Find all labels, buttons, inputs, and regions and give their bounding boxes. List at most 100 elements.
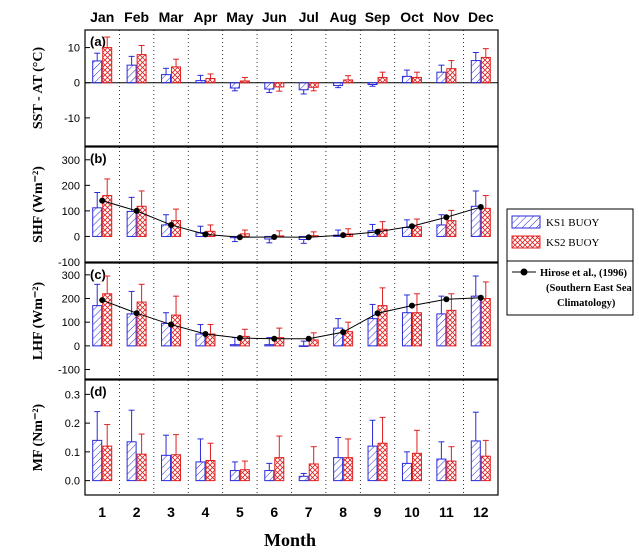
legend-label-hirose: Hirose et al., (1996): [540, 268, 627, 279]
y-tick-label: 0: [74, 78, 80, 90]
bar-ks2: [377, 442, 388, 482]
bar-ks2: [446, 309, 457, 347]
bar-ks2: [446, 220, 457, 237]
panel-frame: [84, 262, 499, 380]
hirose-line: [102, 297, 481, 340]
bar-ks1: [298, 82, 309, 91]
bar-ks2: [274, 82, 285, 88]
x-tick-label: 3: [167, 504, 175, 520]
bar-ks1: [401, 75, 412, 84]
panel-tag: (c): [90, 267, 106, 282]
top-month-label: Jul: [299, 9, 319, 25]
y-tick-label: -100: [58, 365, 80, 377]
panel-b: -100 0 100 200 300 (b) SHF (Wm⁻²): [31, 146, 499, 269]
bar-ks1: [367, 445, 378, 482]
y-tick-label: -10: [64, 113, 80, 125]
bar-ks2: [343, 79, 354, 84]
hirose-point: [236, 234, 243, 241]
top-month-label: May: [226, 9, 253, 25]
y-tick-label: 0: [74, 231, 80, 243]
bar-ks1: [264, 470, 275, 482]
y-tick-label: 100: [62, 206, 80, 218]
panel-tag: (b): [90, 151, 107, 166]
y-axis-label: SST - AT (°C): [31, 47, 46, 130]
bar-ks1: [161, 74, 172, 84]
bar-ks1: [367, 318, 378, 347]
hirose-point: [477, 294, 484, 301]
x-tick-label: 1: [98, 504, 106, 520]
top-month-label: Feb: [124, 9, 149, 25]
y-tick-label: 0.0: [65, 476, 80, 488]
hirose-point: [271, 233, 278, 240]
x-tick-label: 9: [374, 504, 382, 520]
hirose-point: [99, 297, 106, 304]
hirose-point: [305, 234, 312, 241]
hirose-point: [168, 221, 175, 228]
y-tick-label: -100: [58, 257, 80, 269]
bar-ks1: [126, 441, 137, 482]
bar-ks1: [401, 227, 412, 237]
bar-ks1: [195, 461, 206, 482]
bar-ks1: [161, 454, 172, 482]
bar-ks1: [470, 60, 481, 84]
hirose-point: [408, 223, 415, 230]
top-month-labels: Jan Feb Mar Apr May Jun Jul Aug Sep Oct Nov Dec: [90, 9, 494, 25]
bar-ks2: [411, 312, 422, 347]
bar-ks1: [229, 470, 240, 482]
bar-ks1: [229, 82, 240, 89]
bar-ks1: [92, 60, 103, 84]
hirose-point: [340, 329, 347, 336]
bar-ks1: [436, 71, 447, 84]
hirose-point: [443, 296, 450, 303]
hirose-point: [477, 204, 484, 211]
bar-ks1: [470, 440, 481, 482]
x-tick-label: 11: [439, 504, 454, 520]
hirose-point: [133, 207, 140, 214]
bar-ks2: [480, 207, 491, 237]
y-tick-label: 100: [62, 317, 80, 329]
bar-ks2: [480, 455, 491, 482]
hirose-line: [102, 200, 481, 238]
y-tick-label: 300: [62, 155, 80, 167]
bar-ks2: [480, 298, 491, 347]
panel-tag: (d): [90, 384, 107, 399]
bar-ks2: [411, 76, 422, 84]
top-month-label: Apr: [193, 9, 218, 25]
x-tick-label: 12: [473, 504, 489, 520]
y-axis-label: SHF (Wm⁻²): [31, 166, 46, 243]
hirose-point: [271, 335, 278, 342]
legend-label-ks1: KS1 BUOY: [546, 217, 600, 229]
bar-ks2: [239, 469, 250, 482]
y-tick-label: 0.2: [65, 418, 80, 430]
panel-d: 0.0 0.1 0.2 0.3 (d) MF (Nm⁻²): [31, 379, 499, 496]
legend-swatch-ks2: [511, 235, 541, 249]
y-tick-label: 200: [62, 294, 80, 306]
bar-ks2: [205, 460, 216, 482]
panel-frame: [84, 29, 499, 147]
bar-ks1: [92, 305, 103, 347]
x-tick-label: 6: [270, 504, 278, 520]
bar-ks1: [367, 82, 378, 85]
top-month-label: Sep: [365, 9, 391, 25]
hirose-point: [305, 335, 312, 342]
bar-ks1: [195, 80, 206, 84]
y-tick-label: 0.1: [65, 447, 80, 459]
legend: KS1 BUOY KS2 BUOY Hirose et al., (1996) …: [506, 208, 634, 316]
top-month-label: Oct: [400, 9, 424, 25]
legend-marker-hirose: [520, 268, 528, 276]
y-tick-label: 300: [62, 270, 80, 282]
hirose-point: [202, 231, 209, 238]
bar-ks2: [480, 56, 491, 84]
legend-label-hirose-3: Climatology): [557, 298, 616, 309]
x-tick-labels: 1 2 3 4 5 6 7 8 9 10 11 12: [98, 504, 488, 520]
hirose-point: [374, 228, 381, 235]
x-tick-label: 2: [133, 504, 141, 520]
hirose-point: [133, 310, 140, 317]
legend-swatch-ks1: [511, 215, 541, 229]
hirose-point: [408, 302, 415, 309]
bar-ks1: [126, 64, 137, 84]
bar-ks1: [229, 344, 240, 347]
bar-ks2: [308, 82, 319, 88]
y-tick-label: 0: [74, 341, 80, 353]
